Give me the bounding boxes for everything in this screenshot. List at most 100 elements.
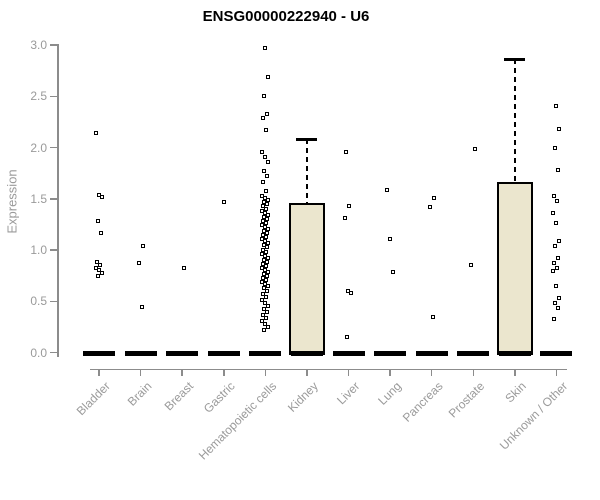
median-zero-bar	[124, 351, 157, 356]
scatter-point	[555, 255, 560, 260]
scatter-point	[265, 325, 270, 330]
median-zero-bar	[166, 351, 199, 356]
scatter-point	[137, 260, 142, 265]
median-zero-bar	[415, 351, 448, 356]
scatter-point	[262, 300, 267, 305]
scatter-point	[265, 303, 270, 308]
y-axis-tick-label: 1.5	[30, 191, 47, 206]
median-zero-bar	[249, 351, 282, 356]
scatter-point	[264, 173, 269, 178]
x-axis-tick	[139, 368, 142, 376]
y-axis-line	[57, 44, 59, 357]
scatter-point	[551, 260, 556, 265]
scatter-point	[265, 241, 270, 246]
y-axis-tick-label: 2.0	[30, 140, 47, 155]
scatter-point	[261, 328, 266, 333]
scatter-point	[259, 297, 264, 302]
scatter-point	[265, 227, 270, 231]
y-axis-tick-label: 3.0	[30, 38, 47, 52]
y-axis-tick-label: 0.0	[30, 345, 47, 360]
x-axis-tick	[514, 368, 516, 376]
box-rect	[288, 202, 325, 356]
scatter-point	[551, 317, 556, 322]
scatter-point	[264, 274, 269, 279]
scatter-point	[347, 204, 352, 209]
scatter-point	[98, 231, 103, 236]
scatter-point	[95, 274, 100, 279]
median-zero-bar	[374, 351, 407, 356]
scatter-point	[556, 239, 561, 244]
scatter-point	[262, 224, 267, 229]
scatter-point	[259, 319, 264, 324]
y-axis-tick	[50, 95, 57, 97]
scatter-point	[550, 210, 555, 215]
scatter-point	[554, 199, 559, 204]
scatter-point	[262, 196, 267, 201]
scatter-point	[262, 210, 267, 215]
scatter-point	[262, 268, 267, 272]
scatter-point	[263, 278, 268, 283]
scatter-point	[550, 269, 555, 274]
scatter-point	[431, 315, 436, 320]
scatter-point	[265, 212, 270, 217]
scatter-point	[432, 196, 437, 201]
scatter-point	[428, 205, 433, 210]
scatter-point	[556, 126, 561, 131]
median-zero-bar	[457, 351, 490, 356]
scatter-point	[265, 198, 270, 203]
scatter-point	[387, 237, 392, 242]
x-axis-tick	[430, 368, 433, 376]
scatter-point	[263, 189, 268, 194]
scatter-point	[262, 282, 267, 287]
median-zero-bar	[498, 351, 531, 356]
scatter-point	[261, 200, 266, 205]
scatter-point	[181, 265, 186, 270]
scatter-point	[95, 218, 100, 223]
scatter-point	[260, 233, 265, 238]
scatter-point	[390, 270, 395, 275]
scatter-point	[261, 286, 266, 291]
scatter-point	[260, 247, 265, 252]
scatter-point	[265, 270, 270, 275]
x-axis-tick	[264, 368, 267, 376]
y-axis-tick	[50, 351, 57, 354]
scatter-point	[265, 284, 270, 289]
scatter-point	[343, 215, 348, 220]
scatter-point	[552, 244, 557, 249]
scatter-point	[344, 150, 349, 155]
scatter-point	[94, 259, 99, 264]
y-axis-tick	[50, 146, 57, 149]
median-zero-bar	[207, 351, 240, 356]
scatter-point	[554, 265, 559, 270]
scatter-point	[259, 208, 264, 213]
x-axis-tick	[223, 368, 225, 376]
scatter-point	[555, 167, 560, 172]
scatter-point	[556, 295, 561, 300]
scatter-point	[259, 280, 264, 285]
scatter-point	[345, 334, 350, 339]
scatter-point	[260, 204, 265, 209]
scatter-point	[260, 218, 265, 223]
scatter-point	[262, 253, 267, 258]
y-axis-tick	[50, 300, 57, 302]
x-axis-tick-label: Bladder	[73, 379, 113, 419]
chart-title: ENSG00000222940 - U6	[202, 8, 370, 25]
scatter-point	[263, 249, 268, 254]
scatter-point	[264, 288, 269, 293]
box-upper-whisker	[513, 59, 516, 183]
x-axis-line	[90, 368, 567, 370]
scatter-point	[553, 104, 558, 108]
scatter-point	[261, 306, 266, 311]
y-axis-tick	[50, 249, 57, 251]
scatter-point	[263, 294, 268, 299]
scatter-point	[260, 116, 265, 121]
scatter-point	[264, 231, 269, 236]
scatter-point	[93, 130, 98, 135]
scatter-point	[260, 291, 265, 296]
scatter-point	[141, 244, 146, 249]
scatter-point	[264, 202, 269, 207]
scatter-point	[261, 243, 266, 248]
scatter-point	[264, 112, 269, 117]
scatter-point	[259, 222, 264, 227]
